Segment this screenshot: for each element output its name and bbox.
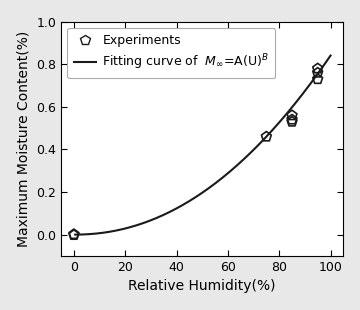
Point <box>315 66 320 71</box>
Point <box>264 134 269 139</box>
Point <box>315 70 320 75</box>
Y-axis label: Maximum Moisture Content(%): Maximum Moisture Content(%) <box>17 31 31 247</box>
Point <box>71 232 77 237</box>
Point <box>71 232 77 237</box>
Point <box>289 113 295 118</box>
Point <box>289 117 295 122</box>
X-axis label: Relative Humidity(%): Relative Humidity(%) <box>129 279 276 293</box>
Point <box>289 119 295 124</box>
Legend: Experiments, Fitting curve of  $M_{\infty}$=A(U)$^{B}$: Experiments, Fitting curve of $M_{\infty… <box>67 28 275 78</box>
Point <box>315 77 320 82</box>
